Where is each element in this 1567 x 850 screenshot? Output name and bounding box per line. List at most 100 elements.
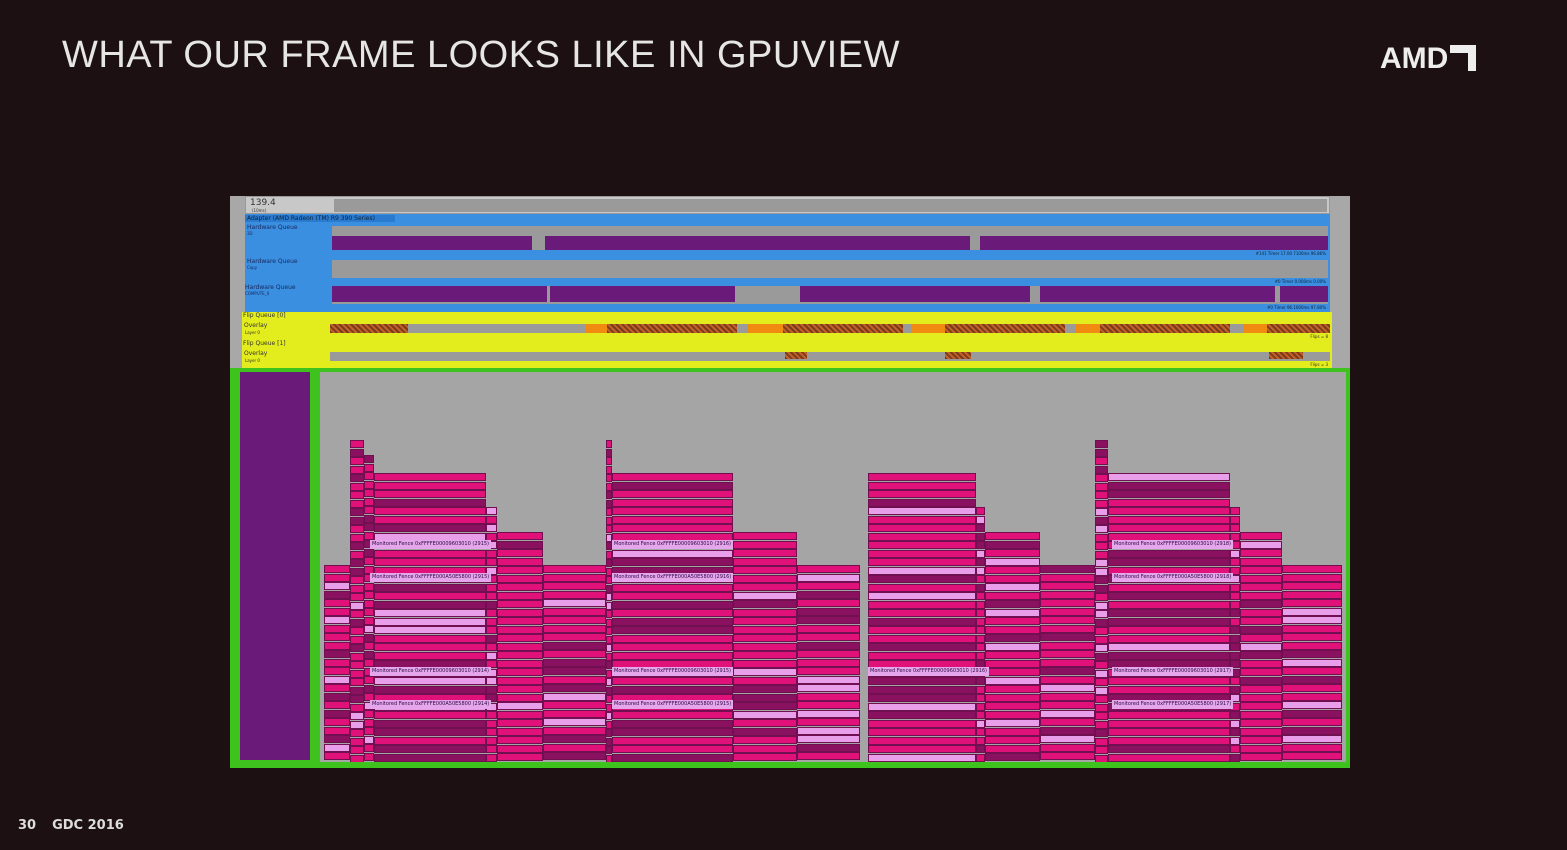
packet-bar[interactable] — [1095, 610, 1108, 618]
packet-bar[interactable] — [1240, 634, 1282, 642]
packet-bar[interactable] — [350, 678, 364, 686]
packet-bar[interactable] — [976, 549, 985, 558]
packet-bar[interactable] — [374, 524, 486, 532]
packet-bar[interactable] — [606, 440, 612, 448]
packet-bar[interactable] — [985, 617, 1040, 625]
packet-bar[interactable] — [543, 599, 606, 607]
packet-bar[interactable] — [1240, 659, 1282, 668]
packet-bar[interactable] — [606, 550, 612, 559]
packet-bar[interactable] — [612, 719, 733, 728]
packet-bar[interactable] — [497, 736, 543, 744]
packet-bar[interactable] — [364, 591, 374, 599]
packet-bar[interactable] — [497, 591, 543, 600]
packet-bar[interactable] — [976, 685, 985, 694]
packet-bar[interactable] — [486, 711, 497, 719]
packet-bar[interactable] — [1240, 532, 1282, 540]
packet-bar[interactable] — [1095, 567, 1108, 576]
packet-bar[interactable] — [350, 567, 364, 576]
packet-bar[interactable] — [543, 650, 606, 658]
packet-bar[interactable] — [612, 524, 733, 532]
flip-bar[interactable] — [783, 324, 903, 333]
packet-bar[interactable] — [324, 658, 350, 667]
packet-bar[interactable] — [868, 558, 976, 566]
packet-bar[interactable] — [364, 557, 374, 565]
packet-bar[interactable] — [486, 532, 497, 541]
packet-bar[interactable] — [1108, 685, 1230, 694]
packet-bar[interactable] — [733, 719, 797, 727]
packet-bar[interactable] — [1108, 558, 1230, 566]
packet-bar[interactable] — [976, 532, 985, 541]
packet-bar[interactable] — [1095, 576, 1108, 584]
packet-bar[interactable] — [606, 754, 612, 762]
flip-bar[interactable] — [607, 324, 737, 333]
packet-bar[interactable] — [364, 693, 374, 701]
packet-bar[interactable] — [324, 709, 350, 718]
packet-bar[interactable] — [1108, 617, 1230, 626]
packet-bar[interactable] — [350, 550, 364, 559]
packet-bar[interactable] — [497, 744, 543, 753]
packet-bar[interactable] — [350, 661, 364, 669]
packet-bar[interactable] — [985, 566, 1040, 574]
packet-bar[interactable] — [976, 719, 985, 728]
packet-bar[interactable] — [1240, 566, 1282, 574]
packet-bar[interactable] — [497, 642, 543, 651]
packet-bar[interactable] — [612, 609, 733, 617]
packet-bar[interactable] — [868, 524, 976, 532]
packet-bar[interactable] — [324, 582, 350, 590]
packet-bar[interactable] — [364, 735, 374, 744]
packet-bar[interactable] — [374, 481, 486, 490]
packet-bar[interactable] — [486, 753, 497, 762]
packet-bar[interactable] — [606, 474, 612, 482]
packet-bar[interactable] — [1108, 498, 1230, 507]
packet-bar[interactable] — [497, 676, 543, 685]
packet-bar[interactable] — [606, 669, 612, 678]
packet-bar[interactable] — [497, 625, 543, 634]
packet-bar[interactable] — [350, 737, 364, 746]
packet-bar[interactable] — [797, 624, 860, 633]
packet-bar[interactable] — [486, 515, 497, 524]
packet-bar[interactable] — [1040, 684, 1095, 692]
packet-bar[interactable] — [868, 473, 976, 481]
packet-bar[interactable] — [797, 709, 860, 718]
flip-bar[interactable] — [1243, 324, 1267, 333]
packet-bar[interactable] — [606, 720, 612, 729]
packet-bar[interactable] — [985, 651, 1040, 659]
packet-bar[interactable] — [1240, 651, 1282, 659]
packet-bar[interactable] — [606, 499, 612, 508]
packet-bar[interactable] — [985, 685, 1040, 693]
packet-bar[interactable] — [868, 498, 976, 507]
packet-bar[interactable] — [486, 549, 497, 558]
packet-bar[interactable] — [1230, 736, 1240, 745]
packet-bar[interactable] — [364, 565, 374, 574]
packet-bar[interactable] — [1240, 583, 1282, 591]
packet-bar[interactable] — [612, 617, 733, 626]
packet-bar[interactable] — [1282, 658, 1342, 667]
packet-bar[interactable] — [733, 676, 797, 685]
packet-bar[interactable] — [612, 549, 733, 558]
packet-bar[interactable] — [497, 753, 543, 761]
packet-bar[interactable] — [324, 624, 350, 633]
packet-bar[interactable] — [364, 548, 374, 557]
packet-bar[interactable] — [543, 616, 606, 624]
packet-bar[interactable] — [374, 473, 486, 481]
packet-bar[interactable] — [606, 525, 612, 533]
packet-bar[interactable] — [606, 610, 612, 618]
packet-bar[interactable] — [486, 677, 497, 685]
packet-bar[interactable] — [1108, 711, 1230, 719]
packet-bar[interactable] — [1095, 525, 1108, 533]
packet-bar[interactable] — [1282, 607, 1342, 616]
packet-bar[interactable] — [733, 600, 797, 608]
packet-bar[interactable] — [976, 702, 985, 711]
packet-bar[interactable] — [1280, 286, 1328, 302]
packet-bar[interactable] — [1040, 607, 1095, 616]
packet-bar[interactable] — [364, 514, 374, 523]
packet-bar[interactable] — [985, 591, 1040, 600]
packet-bar[interactable] — [1230, 507, 1240, 515]
packet-bar[interactable] — [486, 660, 497, 668]
packet-bar[interactable] — [324, 607, 350, 616]
packet-bar[interactable] — [606, 635, 612, 644]
packet-bar[interactable] — [497, 668, 543, 676]
packet-bar[interactable] — [797, 641, 860, 650]
process-column[interactable] — [240, 372, 310, 760]
packet-bar[interactable] — [350, 610, 364, 618]
